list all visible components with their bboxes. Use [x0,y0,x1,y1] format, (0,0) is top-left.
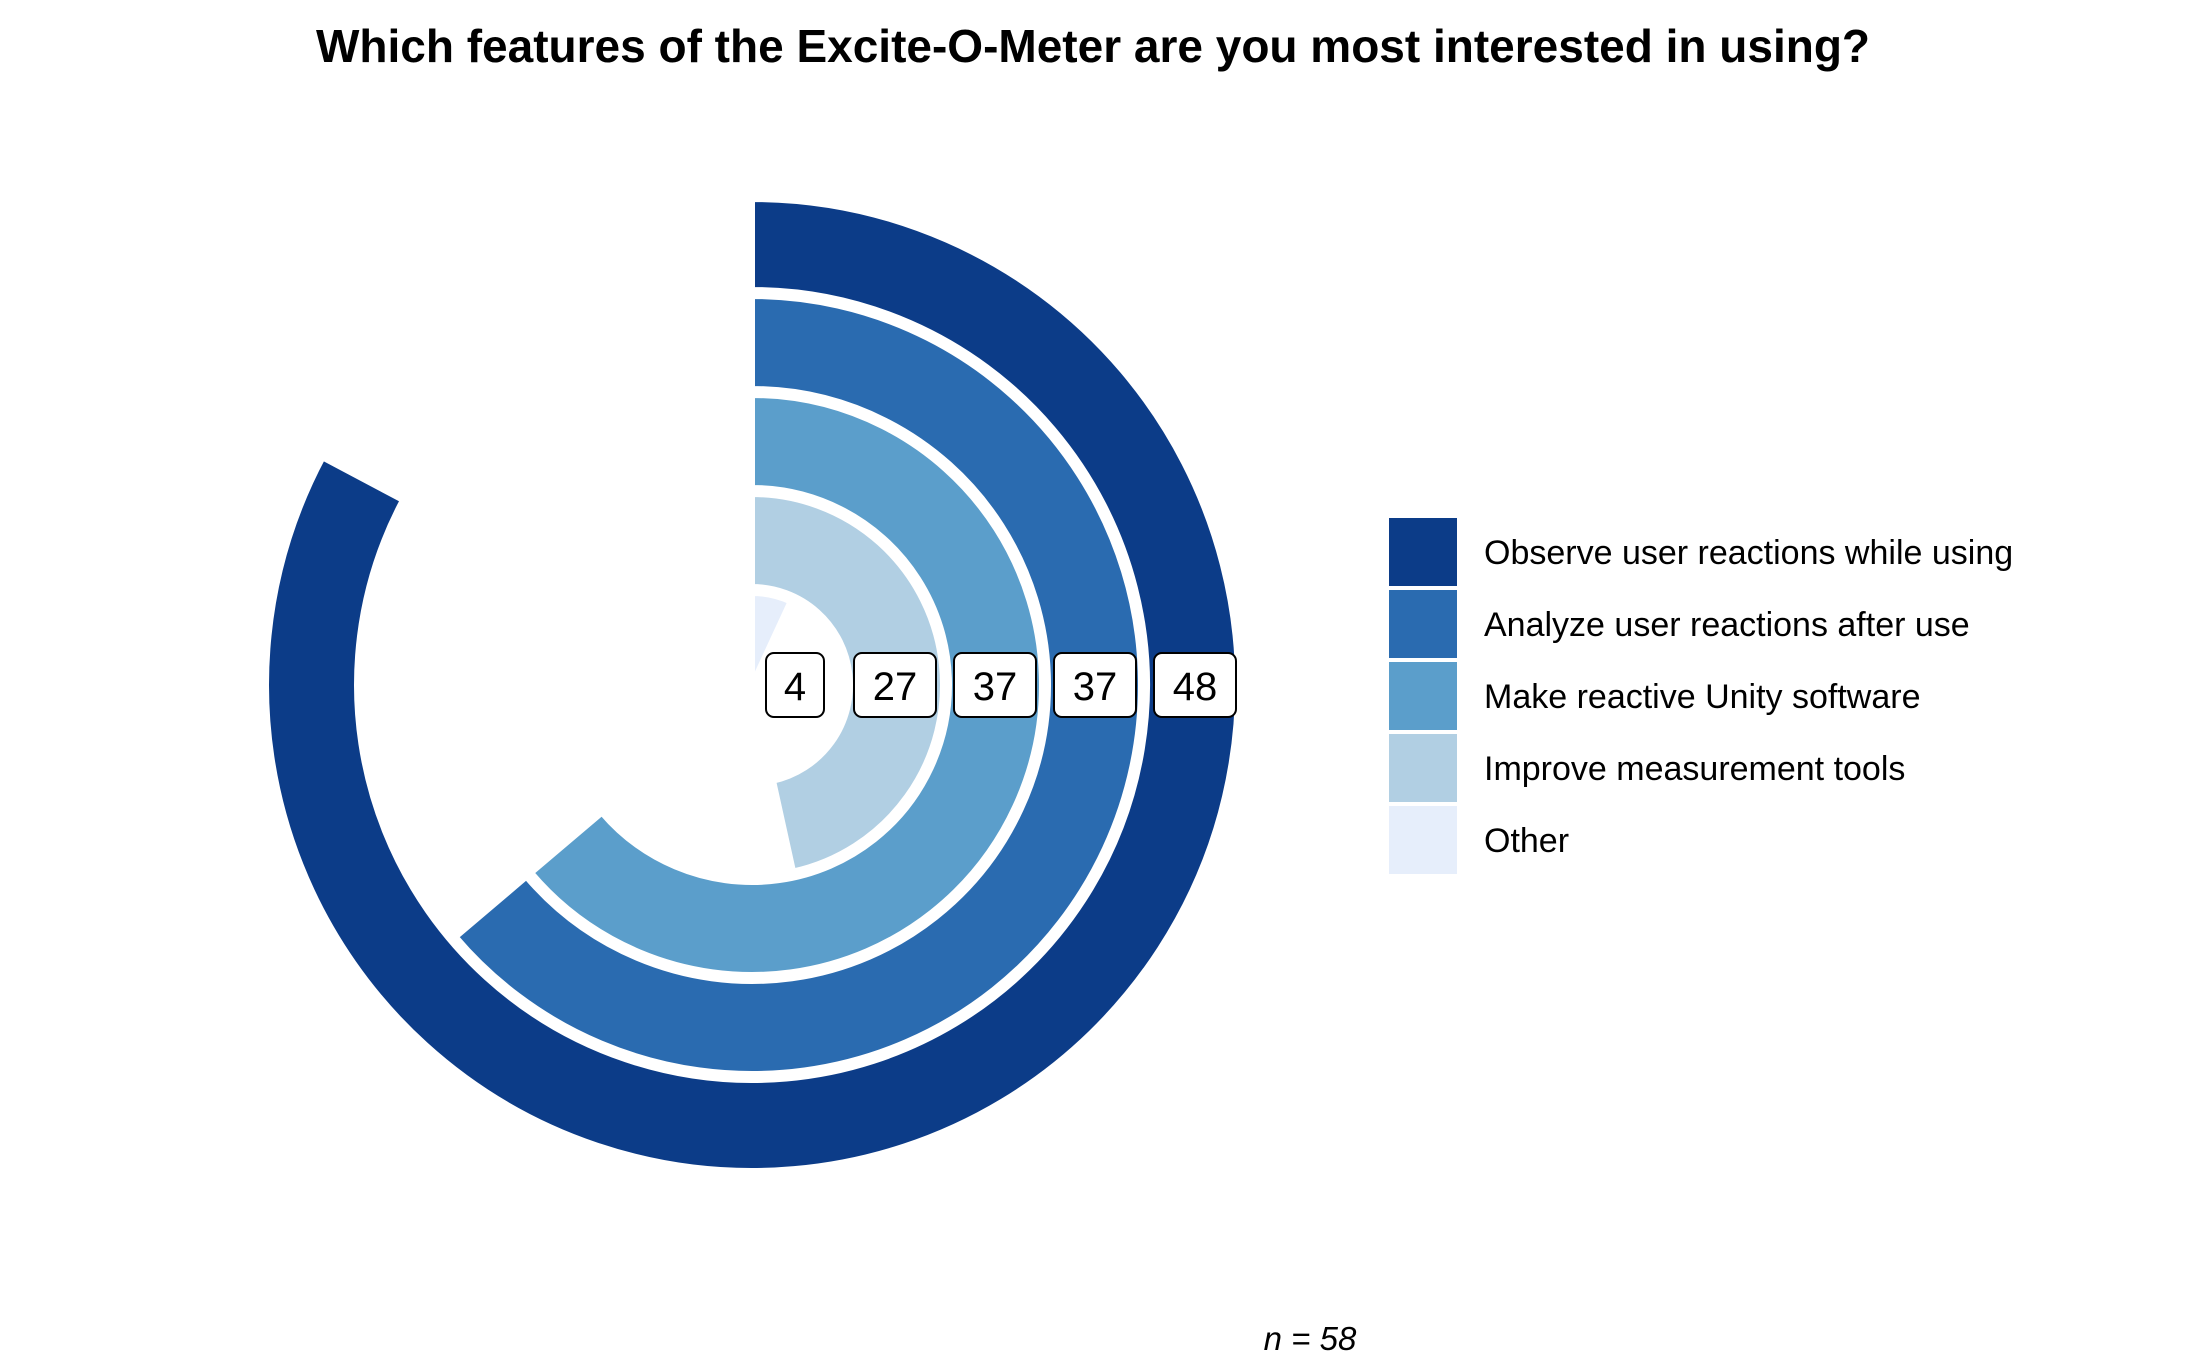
value-label-box [1153,652,1237,718]
legend-label-other: Other [1484,822,1569,860]
value-label-analyze-user-reactions-after-use: 37 [1053,652,1137,718]
legend-swatch-observe-user-reactions-while-using [1389,518,1457,586]
legend-swatch-make-reactive-unity-software [1389,662,1457,730]
arc-analyze-user-reactions-after-use [451,292,1144,1077]
legend-label-observe-user-reactions-while-using: Observe user reactions while using [1484,534,2013,572]
chart-title: Which features of the Excite-O-Meter are… [316,20,1870,72]
arc-observe-user-reactions-while-using [263,195,1241,1174]
legend-label-make-reactive-unity-software: Make reactive Unity software [1484,678,1921,716]
arc-other [749,589,795,687]
value-label-box [765,652,825,718]
legend-label-analyze-user-reactions-after-use: Analyze user reactions after use [1484,606,1970,644]
value-label-make-reactive-unity-software: 37 [953,652,1037,718]
arc-improve-measurement-tools [749,490,946,876]
value-label-other: 4 [765,652,825,718]
sample-size-caption: n = 58 [1264,1320,1357,1351]
value-label-improve-measurement-tools: 27 [853,652,937,718]
legend-swatch-improve-measurement-tools [1389,734,1457,802]
legend-swatch-analyze-user-reactions-after-use [1389,590,1457,658]
arc-group [263,195,1241,1174]
legend-swatch-other [1389,806,1457,874]
legend: Observe user reactions while using Analyz… [1389,518,2013,874]
value-label-box [953,652,1037,718]
value-label-box [853,652,937,718]
value-label-observe-user-reactions-while-using: 48 [1153,652,1237,718]
arc-make-reactive-unity-software [526,391,1045,978]
legend-label-improve-measurement-tools: Improve measurement tools [1484,750,1905,788]
value-label-text: 4 [784,665,806,709]
value-label-text: 37 [973,665,1018,709]
value-label-box [1053,652,1137,718]
value-label-text: 48 [1173,665,1218,709]
value-label-text: 37 [1073,665,1118,709]
value-label-group: 48 37 37 27 4 [765,652,1237,718]
value-label-text: 27 [873,665,918,709]
